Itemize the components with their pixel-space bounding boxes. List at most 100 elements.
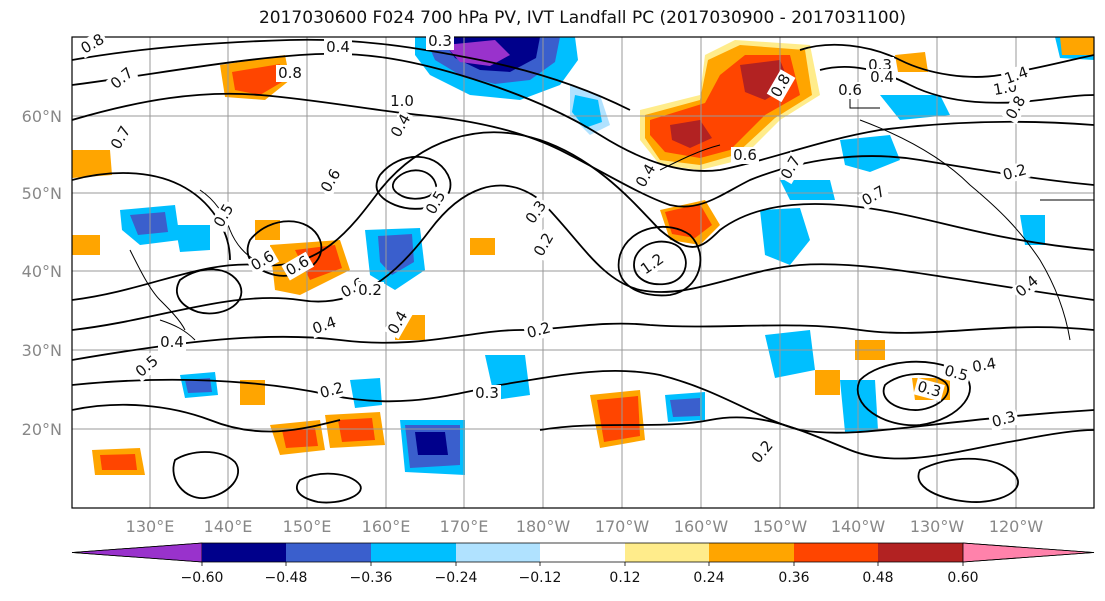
anomaly-patch — [815, 370, 840, 395]
anomaly-patch — [840, 135, 900, 172]
contour-label-background — [913, 377, 945, 402]
pv-contour — [799, 43, 1094, 78]
colorbar: −0.60 −0.48 −0.36 −0.24 −0.12 0.12 0.24 0.36 0.4… — [71, 542, 1095, 586]
longitude-label: 140°E — [204, 517, 253, 536]
colorbar-extend-min — [71, 542, 203, 563]
latitude-label: 60°N — [22, 107, 62, 126]
anomaly-patch — [378, 234, 414, 275]
contour-label-background — [388, 93, 416, 110]
contour-label: 0.3 — [915, 377, 943, 401]
colorbar-segment — [540, 543, 625, 562]
contour-label-background — [209, 199, 239, 233]
contour-label-background — [523, 318, 555, 343]
colorbar-tick-label: −0.36 — [350, 570, 393, 586]
contour-label-background — [836, 82, 864, 99]
contour-label-background — [356, 282, 384, 299]
colorbar-tick-label: 0.36 — [778, 570, 809, 586]
colorbar-tick-label: 0.60 — [947, 570, 978, 586]
longitude-label: 120°W — [989, 517, 1044, 536]
contour-label: 0.6 — [733, 146, 757, 164]
coastline — [199, 189, 256, 261]
anomaly-patch — [338, 418, 375, 442]
pv-contour — [633, 240, 687, 286]
pv-contour — [72, 322, 1094, 361]
contour-label-background — [529, 228, 559, 262]
anomaly-patch — [760, 208, 810, 265]
contour-label: 0.2 — [358, 281, 382, 299]
contour-label-background — [106, 121, 136, 155]
contour-label-background — [868, 69, 896, 86]
contour-label-background — [521, 196, 552, 229]
anomaly-patch — [130, 212, 168, 235]
longitude-label: 170°E — [440, 517, 489, 536]
pv-contour — [172, 451, 240, 499]
pv-contour — [296, 472, 362, 504]
pv-contour — [72, 403, 341, 433]
contour-label-background — [473, 385, 501, 402]
anomaly-patch — [1060, 37, 1094, 55]
colorbar-tick-label: −0.60 — [181, 570, 224, 586]
longitude-label: 160°W — [674, 517, 729, 536]
contour-label: 0.2 — [525, 318, 553, 342]
longitude-label: 150°E — [283, 517, 332, 536]
colorbar-tick-label: 0.48 — [862, 570, 893, 586]
contour-label-background — [324, 39, 352, 56]
anomaly-patch — [1020, 215, 1045, 245]
map-frame — [71, 36, 1095, 509]
longitude-label: 150°W — [753, 517, 808, 536]
contour-label-background — [276, 65, 304, 82]
coastline — [859, 119, 1071, 341]
pv-contour — [617, 226, 702, 297]
contour-label-background — [968, 354, 1000, 377]
pv-contour — [917, 457, 1019, 503]
contour-label-background — [636, 249, 669, 280]
latitude-label: 50°N — [22, 184, 62, 203]
anomaly-patch — [780, 180, 835, 200]
contour-label: 0.2 — [318, 378, 346, 402]
anomaly-patch — [765, 330, 815, 378]
anomaly-patch — [100, 454, 137, 470]
contour-label-background — [1000, 62, 1033, 89]
anomaly-patch — [415, 432, 448, 455]
contour-label: 0.4 — [160, 333, 184, 351]
anomaly-patch — [350, 378, 382, 408]
pv-contour — [72, 92, 1094, 208]
contour-label: 0.3 — [990, 407, 1018, 431]
ivt-shading-layer — [72, 37, 1094, 475]
pv-contour — [176, 268, 243, 315]
longitude-label: 170°W — [595, 517, 650, 536]
anomaly-patch — [72, 235, 100, 255]
colorbar-tick-label: −0.48 — [265, 570, 308, 586]
colorbar-segment — [625, 543, 709, 562]
longitude-label: 130°E — [126, 517, 175, 536]
colorbar-tick-label: −0.24 — [435, 570, 478, 586]
contour-label-background — [940, 361, 972, 386]
contour-label-background — [105, 63, 139, 95]
contour-label-background — [776, 151, 806, 185]
map-title: 2017030600 F024 700 hPa PV, IVT Landfall… — [258, 8, 906, 28]
contour-label-background — [130, 351, 164, 383]
coastline — [659, 144, 721, 171]
coastline — [129, 249, 186, 331]
colorbar-tick-label: −0.12 — [519, 570, 562, 586]
pv-contour — [72, 369, 1094, 434]
contour-label: 1.0 — [390, 92, 414, 110]
anomaly-patch — [880, 95, 950, 120]
anomaly-patch — [572, 95, 602, 128]
latitude-label: 30°N — [22, 341, 62, 360]
contour-label-background — [766, 69, 796, 103]
latitude-label: 20°N — [22, 420, 62, 439]
contour-label: 0.2 — [1001, 160, 1029, 184]
contour-label-background — [631, 159, 661, 193]
contour-label-background — [1001, 91, 1031, 125]
contour-label-background — [731, 147, 759, 164]
anomaly-patch — [255, 220, 280, 240]
contour-label-background — [386, 109, 416, 143]
contour-label-background — [316, 378, 348, 403]
contour-label-background — [988, 407, 1020, 432]
anomaly-patch — [185, 378, 212, 393]
longitude-label: 130°W — [910, 517, 965, 536]
contour-label-background — [857, 181, 891, 211]
contour-label: 0.6 — [838, 81, 862, 99]
